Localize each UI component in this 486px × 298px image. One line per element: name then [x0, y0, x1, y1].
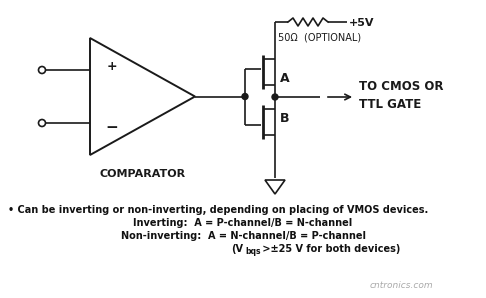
Text: +5V: +5V — [349, 18, 375, 28]
Text: >±25 V for both devices): >±25 V for both devices) — [259, 244, 400, 254]
Text: • Can be inverting or non-inverting, depending on placing of VMOS devices.: • Can be inverting or non-inverting, dep… — [8, 205, 428, 215]
Circle shape — [272, 94, 278, 100]
Text: −: − — [105, 119, 119, 134]
Text: (V: (V — [231, 244, 243, 254]
Text: +: + — [107, 60, 117, 72]
Circle shape — [242, 94, 248, 100]
Text: A: A — [280, 72, 290, 86]
Text: TO CMOS OR
TTL GATE: TO CMOS OR TTL GATE — [359, 80, 444, 111]
Text: Inverting:  A = P-channel/B = N-channel: Inverting: A = P-channel/B = N-channel — [133, 218, 353, 228]
Text: bqs: bqs — [245, 246, 260, 255]
Text: COMPARATOR: COMPARATOR — [100, 169, 186, 179]
Text: 50Ω  (OPTIONAL): 50Ω (OPTIONAL) — [278, 32, 361, 42]
Text: cntronics.com: cntronics.com — [370, 281, 434, 290]
Text: Non-inverting:  A = N-channel/B = P-channel: Non-inverting: A = N-channel/B = P-chann… — [121, 231, 365, 241]
Text: B: B — [280, 113, 290, 125]
